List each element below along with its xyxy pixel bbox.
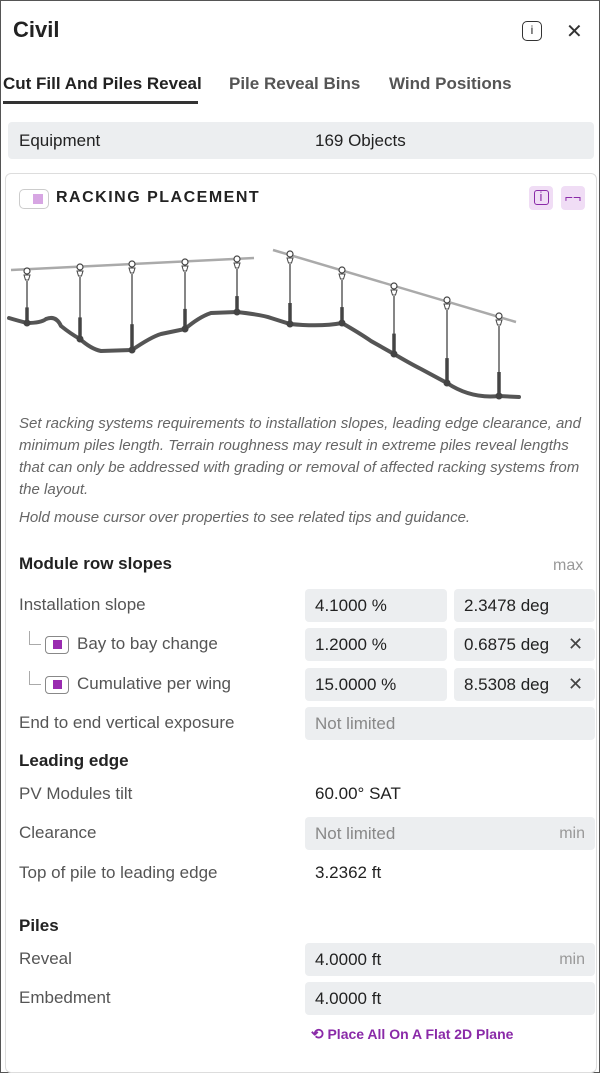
- section-description: Set racking systems requirements to inst…: [19, 415, 581, 498]
- ground-point: [443, 379, 451, 387]
- end-to-end-label: End to end vertical exposure: [19, 713, 235, 732]
- ground-point: [286, 320, 294, 328]
- equipment-count: 169 Objects: [315, 131, 406, 150]
- info-icon: i: [533, 190, 549, 205]
- tilt-value: 60.00° SAT: [315, 784, 401, 803]
- tracker-node: [286, 250, 294, 258]
- bay-to-bay-label: Bay to bay change: [77, 634, 218, 653]
- min-hint: min: [559, 825, 585, 842]
- tab-cut-fill[interactable]: Cut Fill And Piles Reveal: [3, 74, 202, 93]
- installation-slope-label: Installation slope: [19, 595, 146, 614]
- reveal-input[interactable]: 4.0000 ft min: [305, 943, 595, 976]
- collapse-button[interactable]: ⌐¬: [561, 186, 585, 210]
- pile-head: [286, 257, 294, 264]
- pile-head: [181, 265, 189, 272]
- embedment-label: Embedment: [19, 988, 111, 1007]
- bay-to-bay-checkbox[interactable]: [45, 636, 69, 654]
- active-tab-indicator: [3, 101, 198, 104]
- info-icon[interactable]: i: [522, 21, 542, 41]
- ground-point: [338, 319, 346, 327]
- tracker-node: [495, 312, 503, 320]
- installation-slope-pct-input[interactable]: 4.1000 %: [305, 589, 447, 622]
- cumulative-checkbox[interactable]: [45, 676, 69, 694]
- racking-toggle[interactable]: [19, 189, 49, 209]
- leading-edge-heading: Leading edge: [19, 751, 129, 770]
- section-title: RACKING PLACEMENT: [56, 189, 261, 206]
- section-hint: Hold mouse cursor over properties to see…: [19, 509, 471, 526]
- clearance-value: Not limited: [315, 824, 396, 843]
- slopes-heading: Module row slopes: [19, 554, 173, 573]
- ground-point: [233, 308, 241, 316]
- reveal-label: Reveal: [19, 949, 72, 968]
- tracker-node: [128, 260, 136, 268]
- reset-icon: ⟲: [311, 1026, 324, 1043]
- racking-diagram: [7, 248, 521, 400]
- equipment-row: Equipment 169 Objects: [8, 122, 594, 159]
- equipment-label: Equipment: [19, 131, 101, 150]
- pile-head: [76, 270, 84, 277]
- pile-head: [128, 267, 136, 274]
- clearance-label: Clearance: [19, 823, 97, 842]
- clear-cumulative-icon[interactable]: ✕: [568, 674, 584, 694]
- pile-head: [23, 274, 31, 281]
- bay-to-bay-deg-input[interactable]: 0.6875 deg: [454, 628, 595, 661]
- ground-point: [495, 392, 503, 400]
- tracker-node: [390, 282, 398, 290]
- pile-head: [233, 262, 241, 269]
- pile-head: [338, 273, 346, 280]
- collapse-icon: ⌐¬: [564, 189, 582, 205]
- tab-pile-reveal-bins[interactable]: Pile Reveal Bins: [229, 74, 361, 93]
- tracker-node: [338, 266, 346, 274]
- ground-point: [128, 346, 136, 354]
- ground-point: [390, 350, 398, 358]
- section-info-button[interactable]: i: [529, 186, 553, 210]
- top-of-pile-label: Top of pile to leading edge: [19, 863, 218, 882]
- ground-point: [76, 335, 84, 343]
- piles-heading: Piles: [19, 916, 59, 935]
- top-of-pile-value: 3.2362 ft: [315, 863, 382, 882]
- tracker-node: [443, 296, 451, 304]
- clearance-input[interactable]: Not limited min: [305, 817, 595, 850]
- panel-title: Civil: [13, 17, 60, 42]
- ground-point: [23, 319, 31, 327]
- tab-wind-positions[interactable]: Wind Positions: [389, 74, 512, 93]
- bay-to-bay-pct-input[interactable]: 1.2000 %: [305, 628, 447, 661]
- tracker-node: [233, 255, 241, 263]
- installation-slope-deg-input[interactable]: 2.3478 deg: [454, 589, 595, 622]
- tracker-node: [181, 258, 189, 266]
- pile-head: [495, 319, 503, 326]
- end-to-end-input[interactable]: Not limited: [305, 707, 595, 740]
- tree-connector: [29, 631, 41, 645]
- embedment-input[interactable]: 4.0000 ft: [305, 982, 595, 1015]
- reveal-value: 4.0000 ft: [315, 950, 382, 969]
- cumulative-pct-input[interactable]: 15.0000 %: [305, 668, 447, 701]
- max-label: max: [553, 557, 584, 574]
- min-hint: min: [559, 951, 585, 968]
- pile-head: [443, 303, 451, 310]
- tree-connector: [29, 671, 41, 685]
- cumulative-deg-input[interactable]: 8.5308 deg: [454, 668, 595, 701]
- pile-head: [390, 289, 398, 296]
- tracker-node: [23, 267, 31, 275]
- flat-plane-label: Place All On A Flat 2D Plane: [327, 1026, 514, 1042]
- cumulative-label: Cumulative per wing: [77, 674, 232, 693]
- tracker-node: [76, 263, 84, 271]
- clear-bay-to-bay-icon[interactable]: ✕: [568, 634, 584, 654]
- flat-plane-link[interactable]: ⟲ Place All On A Flat 2D Plane: [311, 1025, 513, 1043]
- ground-point: [181, 325, 189, 333]
- close-icon[interactable]: ✕: [566, 21, 583, 43]
- tilt-label: PV Modules tilt: [19, 784, 133, 803]
